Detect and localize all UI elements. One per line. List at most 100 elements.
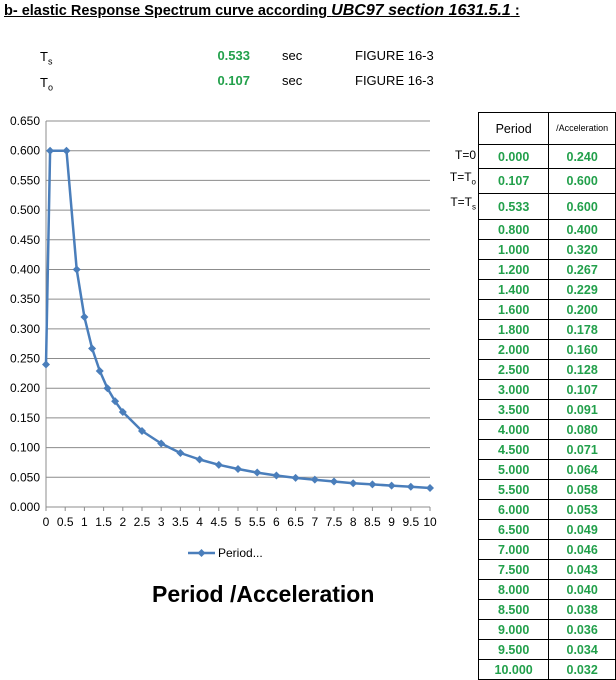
acceleration-cell: 0.046 xyxy=(548,539,616,560)
acceleration-cell: 0.049 xyxy=(548,519,616,540)
x-tick-label: 9 xyxy=(388,515,395,529)
acceleration-cell: 0.400 xyxy=(548,219,616,240)
series-line xyxy=(44,149,431,490)
period-cell: 1.800 xyxy=(477,319,550,340)
data-point xyxy=(95,367,104,376)
response-spectrum-chart: 0.000 0.050 0.100 0.150 0.200 0.250 0.300 0.350… xyxy=(10,114,437,560)
y-tick-label: 0.550 xyxy=(10,173,40,187)
table-row: 4.000 0.080 xyxy=(477,419,616,440)
period-cell: 0.107 xyxy=(477,168,550,194)
table-row: 1.200 0.267 xyxy=(477,259,616,280)
table-row: 2.500 0.128 xyxy=(477,359,616,380)
ts-label: Ts xyxy=(40,49,53,67)
period-cell: 3.500 xyxy=(477,399,550,420)
x-tick-label: 3 xyxy=(158,515,165,529)
table-row: 3.000 0.107 xyxy=(477,379,616,400)
data-point xyxy=(272,471,281,480)
x-tick-label: 4 xyxy=(196,515,203,529)
y-tick-label: 0.400 xyxy=(10,262,40,276)
heading-code-ref: UBC97 section 1631.5.1 xyxy=(331,2,511,19)
y-tick-label: 0.650 xyxy=(10,114,40,128)
acceleration-cell: 0.071 xyxy=(548,439,616,460)
table-row: 6.500 0.049 xyxy=(477,519,616,540)
period-cell: 5.000 xyxy=(477,459,550,480)
data-point xyxy=(88,344,97,353)
x-tick-label: 0.5 xyxy=(57,515,74,529)
data-point xyxy=(214,460,223,469)
acceleration-cell: 0.038 xyxy=(548,599,616,620)
x-tick-label: 4.5 xyxy=(210,515,227,529)
x-tick-label: 7.5 xyxy=(326,515,343,529)
period-cell: 5.500 xyxy=(477,479,550,500)
data-point xyxy=(253,468,262,477)
table-row: 6.000 0.053 xyxy=(477,499,616,520)
table-row: 10.000 0.032 xyxy=(477,659,616,680)
data-point xyxy=(138,426,146,435)
x-tick-label: 6.5 xyxy=(287,515,304,529)
x-tick-label: 8 xyxy=(350,515,357,529)
period-cell: 0.000 xyxy=(477,144,550,169)
x-tick-label: 8.5 xyxy=(364,515,381,529)
acceleration-cell: 0.200 xyxy=(548,299,616,320)
period-cell: 1.600 xyxy=(477,299,550,320)
ts-value: 0.533 xyxy=(217,48,250,63)
to-label: To xyxy=(40,75,53,93)
period-cell: 8.000 xyxy=(477,579,550,600)
data-point xyxy=(176,448,185,457)
table-row: 7.000 0.046 xyxy=(477,539,616,560)
y-tick-label: 0.150 xyxy=(10,411,40,425)
acceleration-cell: 0.600 xyxy=(548,168,616,194)
acceleration-cell: 0.036 xyxy=(548,619,616,640)
acceleration-cell: 0.128 xyxy=(548,359,616,380)
row-label-tto: T=To xyxy=(449,170,476,187)
table-row: 4.500 0.071 xyxy=(477,439,616,460)
period-cell: 7.000 xyxy=(477,539,550,560)
y-tick-label: 0.500 xyxy=(10,203,40,217)
period-cell: 1.400 xyxy=(477,279,550,300)
y-tick-label: 0.000 xyxy=(10,500,40,514)
period-cell: 4.000 xyxy=(477,419,550,440)
acceleration-cell: 0.600 xyxy=(548,193,616,220)
x-tick-label: 10 xyxy=(423,515,437,529)
table-row: 7.500 0.043 xyxy=(477,559,616,580)
period-cell: 9.000 xyxy=(477,619,550,640)
acceleration-cell: 0.178 xyxy=(548,319,616,340)
x-tick-label: 3.5 xyxy=(172,515,189,529)
x-tick-label: 9.5 xyxy=(402,515,419,529)
header-acceleration: /Acceleration xyxy=(548,112,616,145)
data-point xyxy=(111,397,120,406)
period-acceleration-table: Period /Acceleration 0.000 0.240 0.107 0.60… xyxy=(477,112,616,680)
x-tick-label: 2.5 xyxy=(134,515,151,529)
period-cell: 1.000 xyxy=(477,239,550,260)
table-row: 3.500 0.091 xyxy=(477,399,616,420)
x-tick-label: 0 xyxy=(43,515,50,529)
header-period: Period xyxy=(477,112,550,145)
table-row: 1.000 0.320 xyxy=(477,239,616,260)
y-tick-label: 0.350 xyxy=(10,292,40,306)
x-tick-label: 6 xyxy=(273,515,280,529)
acceleration-cell: 0.080 xyxy=(548,419,616,440)
table-row: 1.800 0.178 xyxy=(477,319,616,340)
heading-suffix: : xyxy=(510,3,520,19)
data-point xyxy=(406,482,415,491)
x-tick-label: 1 xyxy=(81,515,88,529)
x-tick-label: 7 xyxy=(311,515,318,529)
acceleration-cell: 0.320 xyxy=(548,239,616,260)
acceleration-cell: 0.034 xyxy=(548,639,616,660)
y-tick-label: 0.300 xyxy=(10,322,40,336)
legend-label: Period... xyxy=(218,546,263,560)
table-header-row: Period /Acceleration xyxy=(477,112,616,145)
y-tick-label: 0.250 xyxy=(10,352,40,366)
data-point xyxy=(157,439,166,448)
y-tick-label: 0.050 xyxy=(10,470,40,484)
y-tick-label: 0.600 xyxy=(10,144,40,158)
x-tick-label: 5.5 xyxy=(249,515,266,529)
table-row: 0.800 0.400 xyxy=(477,219,616,240)
ts-unit: sec xyxy=(282,48,303,63)
period-cell: 6.000 xyxy=(477,499,550,520)
period-cell: 2.000 xyxy=(477,339,550,360)
to-unit: sec xyxy=(282,73,303,88)
acceleration-cell: 0.240 xyxy=(548,144,616,169)
x-tick-label: 5 xyxy=(235,515,242,529)
table-row: 2.000 0.160 xyxy=(477,339,616,360)
